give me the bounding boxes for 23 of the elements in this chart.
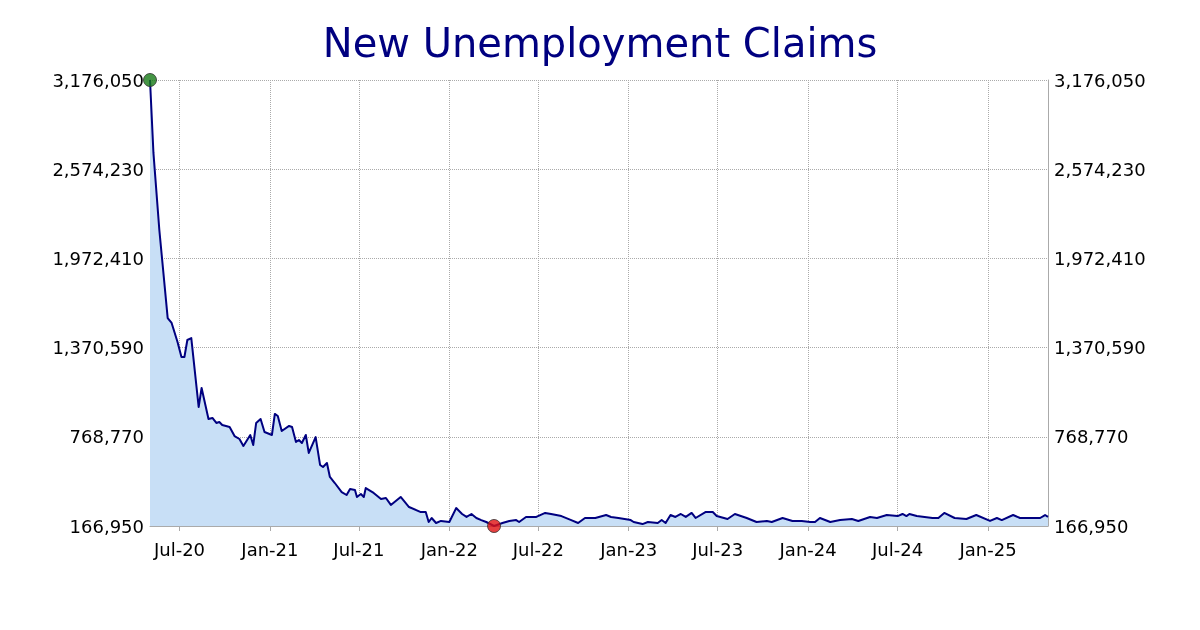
y-tick-label: 1,972,410: [52, 247, 144, 269]
y2-tick-label: 2,574,230: [1054, 158, 1146, 180]
x-tick-label: Jan-24: [778, 538, 837, 560]
chart-title: New Unemployment Claims: [322, 20, 878, 66]
y-tick-label: 768,770: [69, 426, 144, 448]
y-tick-label: 1,370,590: [52, 337, 144, 359]
y2-tick-label: 3,176,050: [1054, 69, 1146, 91]
y-tick-label: 2,574,230: [52, 158, 144, 180]
y2-tick-label: 166,950: [1054, 515, 1129, 537]
x-tick-label: Jan-21: [240, 538, 299, 560]
x-tick-label: Jan-23: [599, 538, 658, 560]
x-tick-label: Jul-24: [871, 538, 924, 560]
y-tick-label: 166,950: [69, 515, 144, 537]
x-tick-label: Jul-20: [152, 538, 206, 560]
x-tick-label: Jan-25: [958, 538, 1017, 560]
x-tick-label: Jul-23: [691, 538, 744, 560]
y-tick-label: 3,176,050: [52, 69, 144, 91]
x-tick-label: Jul-21: [332, 538, 385, 560]
y2-tick-label: 768,770: [1054, 426, 1129, 448]
x-tick-label: Jul-22: [511, 538, 564, 560]
y2-tick-label: 1,370,590: [1054, 337, 1146, 359]
y2-tick-label: 1,972,410: [1054, 247, 1146, 269]
x-tick-label: Jan-22: [419, 538, 478, 560]
